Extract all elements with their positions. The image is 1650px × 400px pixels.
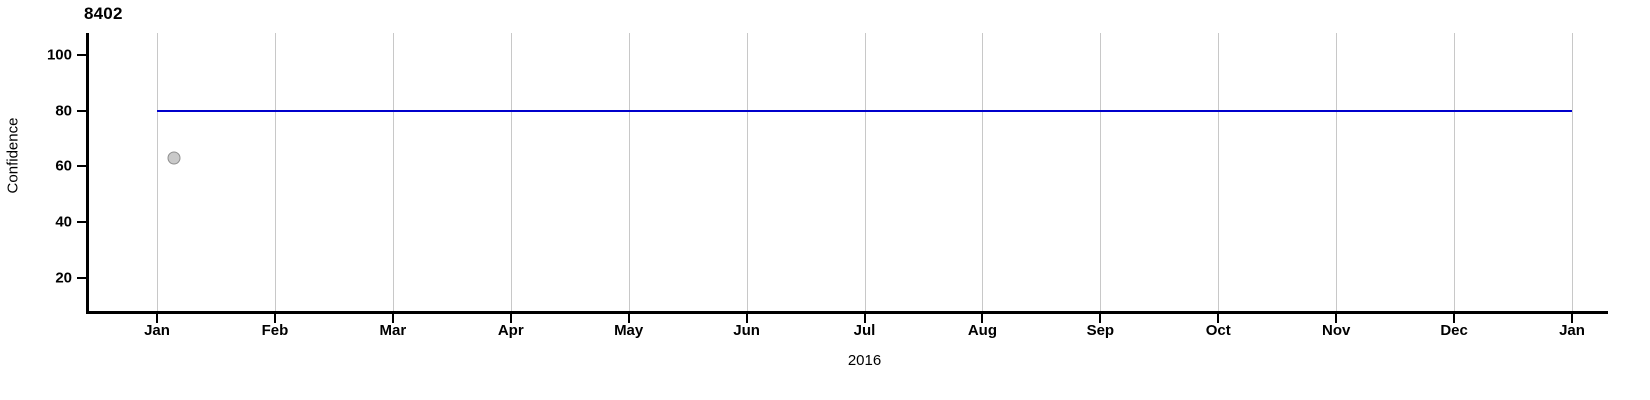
x-tick-mark [1453, 314, 1456, 323]
x-tick-label: Jun [733, 322, 760, 339]
y-tick-label: 20 [55, 269, 72, 287]
x-tick-label: Dec [1440, 322, 1468, 339]
x-tick-label: Oct [1205, 322, 1231, 339]
gridline [1100, 33, 1102, 311]
threshold-line [157, 109, 1572, 112]
data-point[interactable] [167, 151, 181, 165]
y-axis-line [86, 33, 89, 314]
y-tick-mark [77, 109, 86, 112]
x-tick-label: Jan [1559, 322, 1585, 339]
x-tick-label: Jan [144, 322, 170, 339]
y-tick-mark [77, 276, 86, 279]
gridline [274, 33, 276, 311]
y-tick-label: 80 [55, 102, 72, 120]
x-tick-label: Jul [853, 322, 876, 339]
chart-title: 8402 [84, 4, 123, 23]
gridline [982, 33, 984, 311]
y-tick-label: 60 [55, 157, 72, 175]
x-tick-mark [391, 314, 394, 323]
x-tick-mark [745, 314, 748, 323]
x-axis-line [86, 311, 1608, 314]
y-tick-label: 100 [46, 46, 72, 64]
gridline [510, 33, 512, 311]
gridline [157, 33, 158, 311]
x-tick-label: Mar [379, 322, 407, 339]
gridline [392, 33, 394, 311]
x-tick-mark [1571, 314, 1573, 323]
y-tick-mark [77, 165, 86, 168]
x-tick-label: Sep [1086, 322, 1115, 339]
gridline [746, 33, 748, 311]
gridline [1572, 33, 1573, 311]
x-tick-mark [627, 314, 630, 323]
gridline [864, 33, 866, 311]
x-tick-mark [273, 314, 276, 323]
x-tick-mark [1099, 314, 1102, 323]
x-tick-mark [863, 314, 866, 323]
x-axis-title: 2016 [847, 352, 882, 369]
y-tick-label: 40 [55, 213, 72, 231]
x-tick-label: Apr [497, 322, 524, 339]
y-axis-title-text: Confidence [4, 117, 22, 193]
gridline [1336, 33, 1338, 311]
x-tick-label: Feb [261, 322, 289, 339]
gridline [628, 33, 630, 311]
x-tick-mark [156, 314, 158, 323]
x-tick-mark [981, 314, 984, 323]
y-axis-title: Confidence [2, 0, 24, 310]
y-tick-mark [77, 54, 86, 57]
x-tick-label: Aug [967, 322, 997, 339]
x-tick-label: Nov [1321, 322, 1351, 339]
x-tick-mark [1217, 314, 1220, 323]
x-tick-mark [1335, 314, 1338, 323]
gridline [1218, 33, 1220, 311]
gridline [1454, 33, 1456, 311]
x-tick-label: May [614, 322, 644, 339]
y-tick-mark [77, 221, 86, 224]
x-tick-mark [509, 314, 512, 323]
